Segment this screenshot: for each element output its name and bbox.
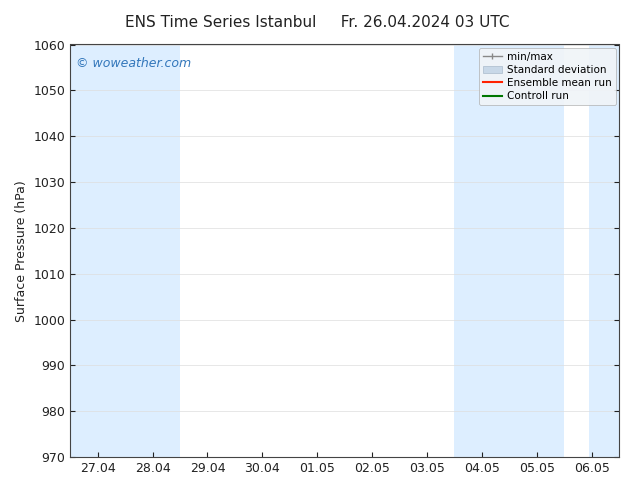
Y-axis label: Surface Pressure (hPa): Surface Pressure (hPa) [15,180,28,322]
Bar [70,45,180,457]
Bar [589,45,619,457]
Legend: min/max, Standard deviation, Ensemble mean run, Controll run: min/max, Standard deviation, Ensemble me… [479,48,616,105]
Text: ENS Time Series Istanbul     Fr. 26.04.2024 03 UTC: ENS Time Series Istanbul Fr. 26.04.2024 … [125,15,509,30]
Bar [455,45,564,457]
Text: © woweather.com: © woweather.com [76,57,191,70]
